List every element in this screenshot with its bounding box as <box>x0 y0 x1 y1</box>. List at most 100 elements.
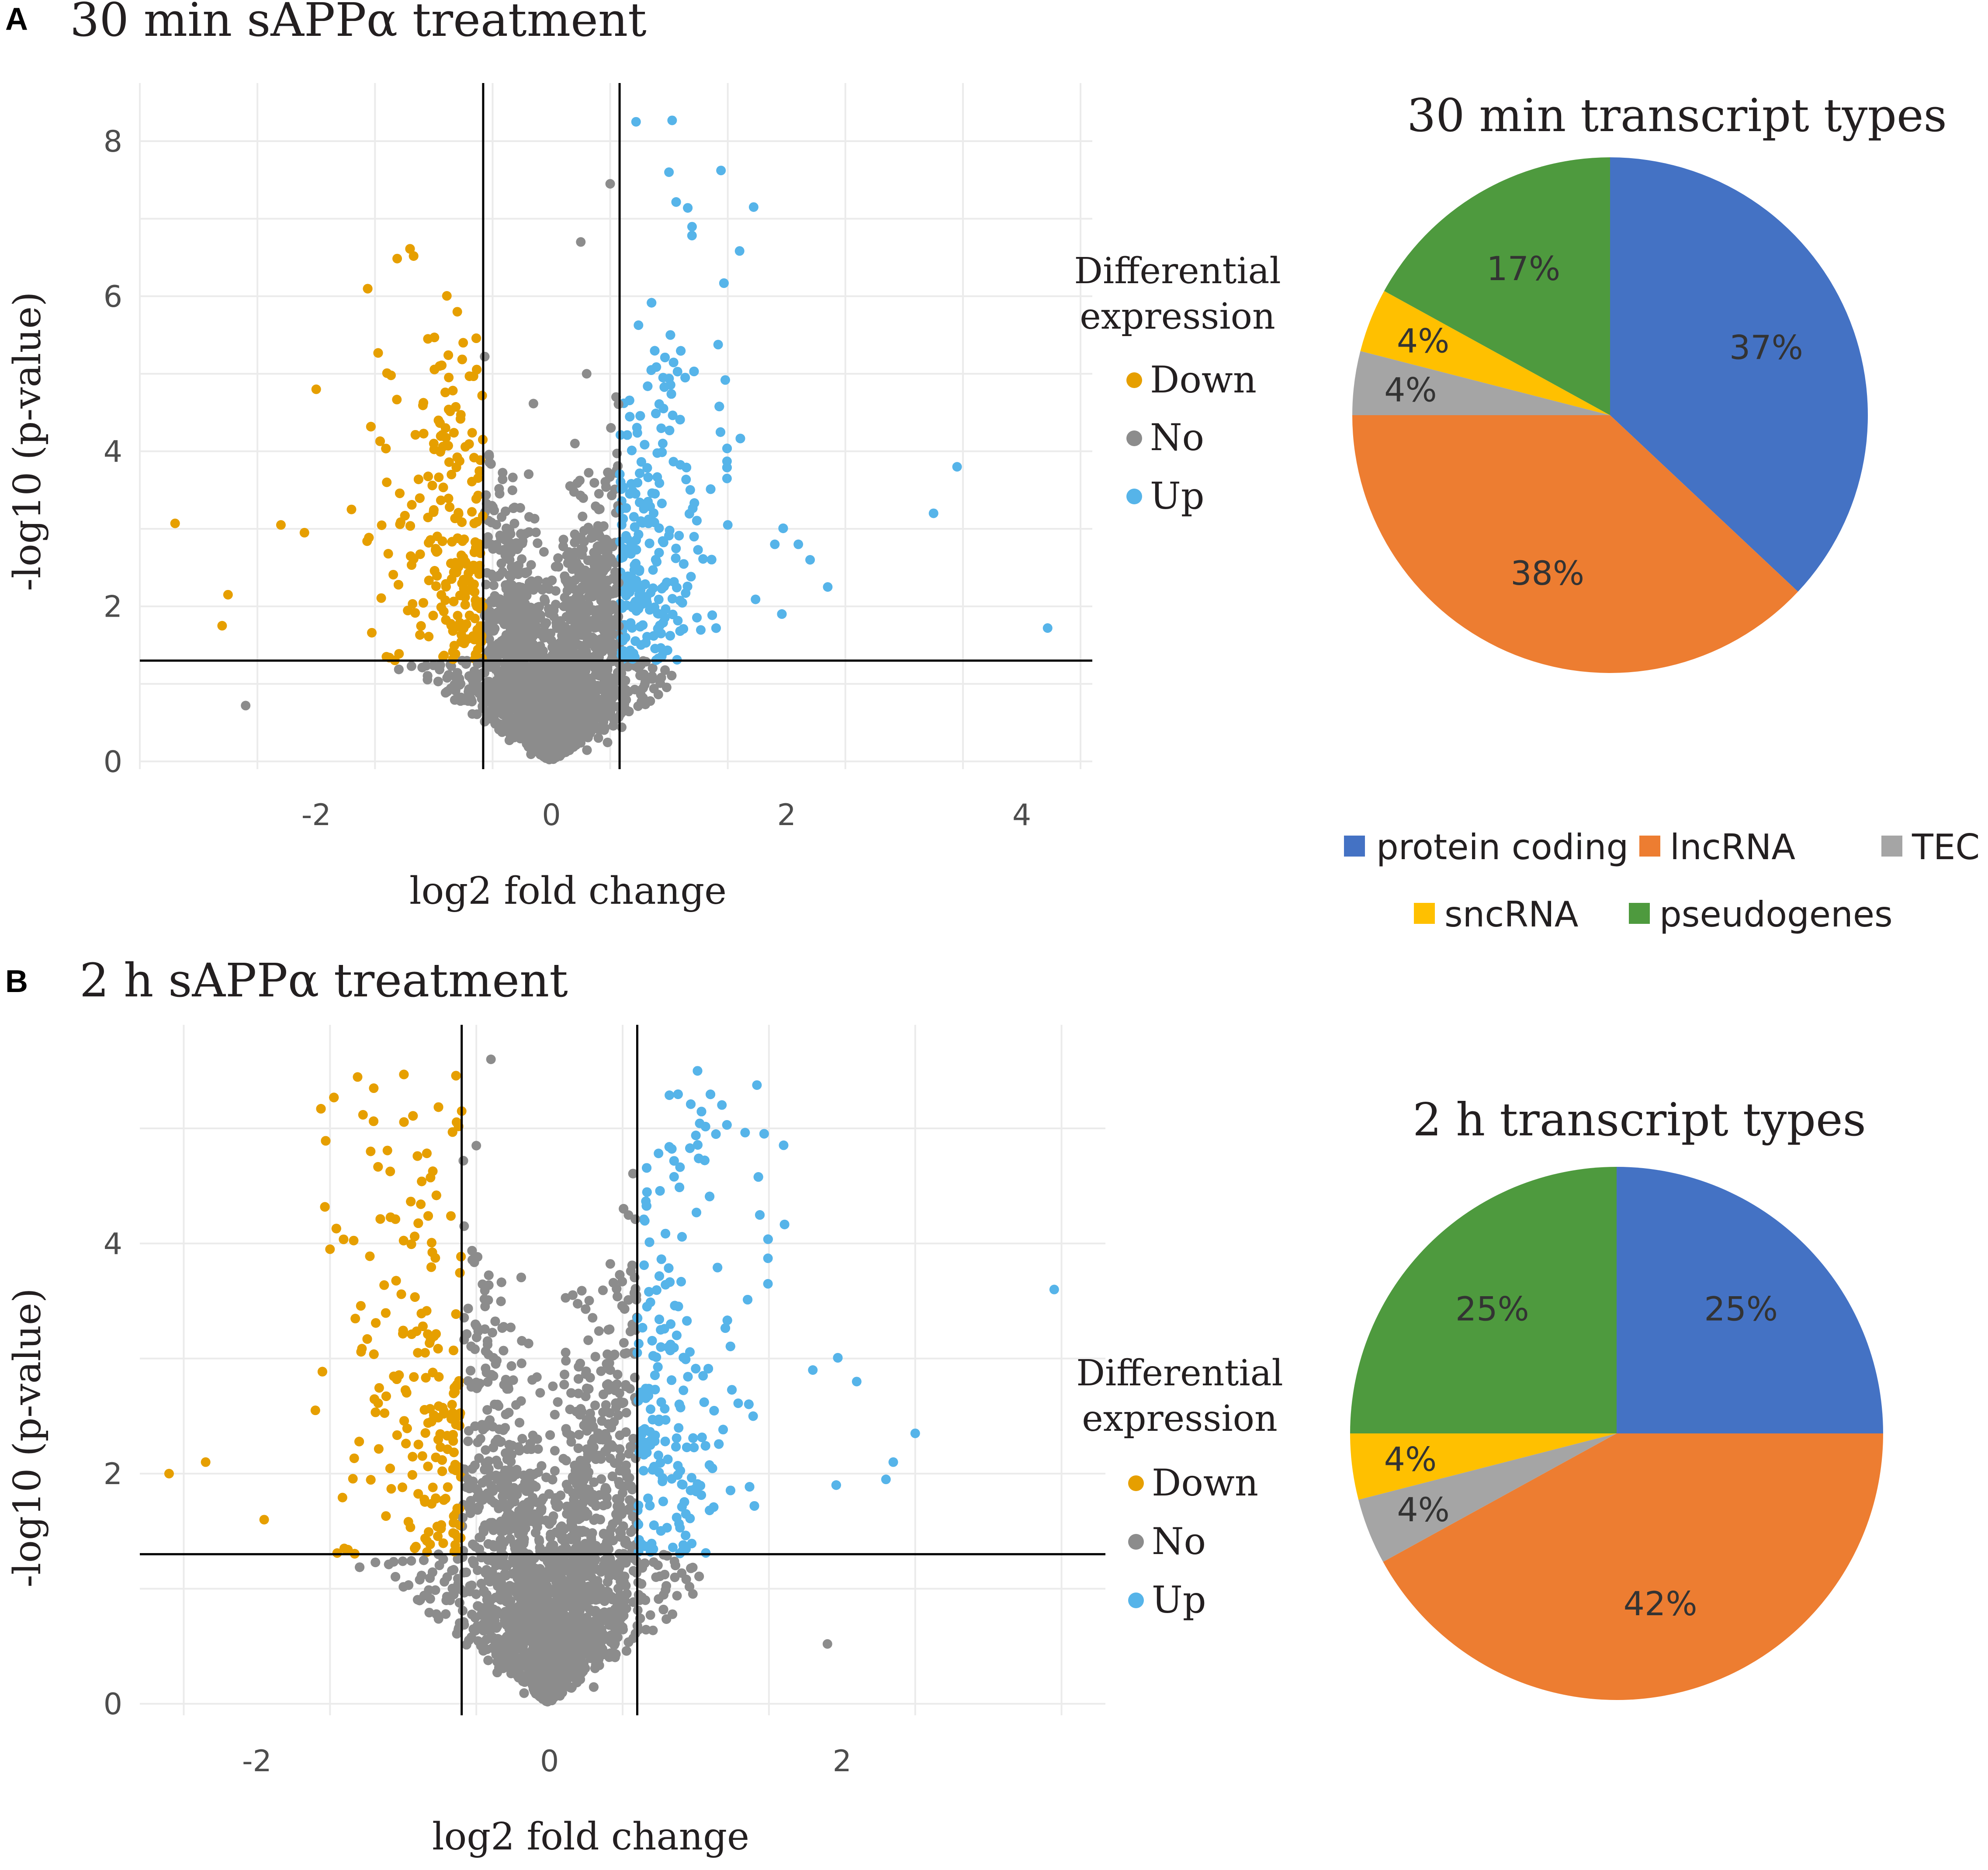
volcano-a-point <box>716 166 726 176</box>
volcano-a-point <box>560 593 570 603</box>
volcano-a-point <box>638 620 648 630</box>
volcano-a-point <box>654 594 664 604</box>
volcano-a-point <box>470 587 480 597</box>
volcano-a-point <box>415 549 425 559</box>
volcano-a-point <box>654 399 664 409</box>
volcano-a-point <box>394 664 404 674</box>
volcano-a-point <box>635 411 645 421</box>
volcano-a-point <box>621 531 631 541</box>
volcano-a-point <box>426 535 436 545</box>
volcano-a-point <box>400 510 410 520</box>
volcano-a-point <box>582 745 592 755</box>
volcano-a-point <box>624 396 634 406</box>
volcano-a-point <box>621 600 631 611</box>
volcano-a-point <box>415 630 425 640</box>
volcano-a-point <box>443 350 454 360</box>
volcano-a-point <box>388 569 398 579</box>
volcano-a-point <box>649 683 659 694</box>
volcano-a-point <box>722 473 732 483</box>
volcano-a-point <box>665 330 675 340</box>
volcano-a-point <box>498 474 508 484</box>
volcano-a-point <box>442 673 452 683</box>
volcano-a-point <box>585 701 595 711</box>
volcano-a-point <box>565 481 575 491</box>
volcano-a-point <box>656 673 666 683</box>
volcano-a-point <box>657 447 667 457</box>
volcano-a-point <box>722 444 732 454</box>
volcano-a-point <box>480 717 490 727</box>
volcano-a-point <box>428 611 438 621</box>
volcano-a-point <box>681 475 691 485</box>
volcano-a-point <box>386 370 396 380</box>
volcano-a-point <box>441 582 451 592</box>
volcano-a-point <box>418 598 428 608</box>
volcano-a-point <box>524 578 534 588</box>
volcano-a-point <box>502 637 512 647</box>
volcano-a-point <box>606 423 616 433</box>
volcano-a-point <box>751 594 761 604</box>
volcano-a-point <box>535 641 545 651</box>
volcano-a-point <box>434 472 444 482</box>
volcano-a-point <box>423 472 433 482</box>
volcano-a-point <box>531 527 541 538</box>
volcano-a-point <box>606 697 616 707</box>
volcano-a-point <box>640 680 650 690</box>
volcano-a-point <box>651 409 661 419</box>
volcano-a-point <box>407 500 417 510</box>
volcano-a-point <box>593 541 603 551</box>
volcano-a-point <box>696 625 706 635</box>
volcano-a-point <box>405 551 416 561</box>
volcano-a-point <box>662 682 672 692</box>
volcano-a-point <box>599 521 609 531</box>
volcano-a-point <box>634 530 644 540</box>
volcano-a-point <box>668 357 679 368</box>
volcano-a-point <box>593 733 603 743</box>
volcano-a-point <box>589 709 599 719</box>
volcano-a-point <box>395 519 405 529</box>
volcano-a-point <box>493 572 503 582</box>
volcano-a-point <box>471 494 481 504</box>
volcano-a-point <box>778 523 788 533</box>
volcano-a-point <box>424 631 434 642</box>
volcano-a-point <box>630 636 641 646</box>
volcano-a-point <box>376 593 386 603</box>
volcano-a-point <box>632 428 642 438</box>
volcano-a-point <box>664 531 674 541</box>
volcano-a-point <box>671 553 681 563</box>
volcano-a-point <box>621 503 631 513</box>
volcano-a-point <box>509 518 520 528</box>
volcano-a-point <box>633 701 643 711</box>
volcano-a-point <box>392 395 402 405</box>
volcano-a-point <box>516 529 526 539</box>
volcano-a-point <box>640 440 650 450</box>
volcano-a-point <box>500 535 510 545</box>
volcano-a-point <box>607 687 617 697</box>
volcano-a-point <box>707 555 717 565</box>
volcano-a-point <box>583 523 593 533</box>
volcano-a-point <box>654 523 664 533</box>
volcano-a-point <box>553 553 563 563</box>
volcano-a-point <box>683 203 693 213</box>
volcano-a-point <box>734 246 745 256</box>
volcano-a-point <box>627 445 637 455</box>
volcano-a-point <box>480 611 490 621</box>
volcano-a-point <box>524 527 534 537</box>
volcano-a-point <box>457 354 467 364</box>
volcano-a-point <box>668 410 678 420</box>
volcano-a-point <box>467 507 477 517</box>
volcano-a-point <box>634 320 644 330</box>
volcano-a-point <box>507 485 517 495</box>
volcano-a-point <box>671 543 681 553</box>
volcano-a-point <box>692 516 702 526</box>
volcano-a-point <box>494 484 504 494</box>
volcano-a-point <box>677 598 687 608</box>
volcano-a-point <box>601 482 611 492</box>
volcano-a-point <box>679 624 689 634</box>
volcano-a-point <box>443 493 454 503</box>
volcano-a-point <box>631 545 641 555</box>
volcano-a-point <box>680 373 690 383</box>
volcano-a-point <box>511 562 521 572</box>
volcano-a-point <box>427 480 437 490</box>
